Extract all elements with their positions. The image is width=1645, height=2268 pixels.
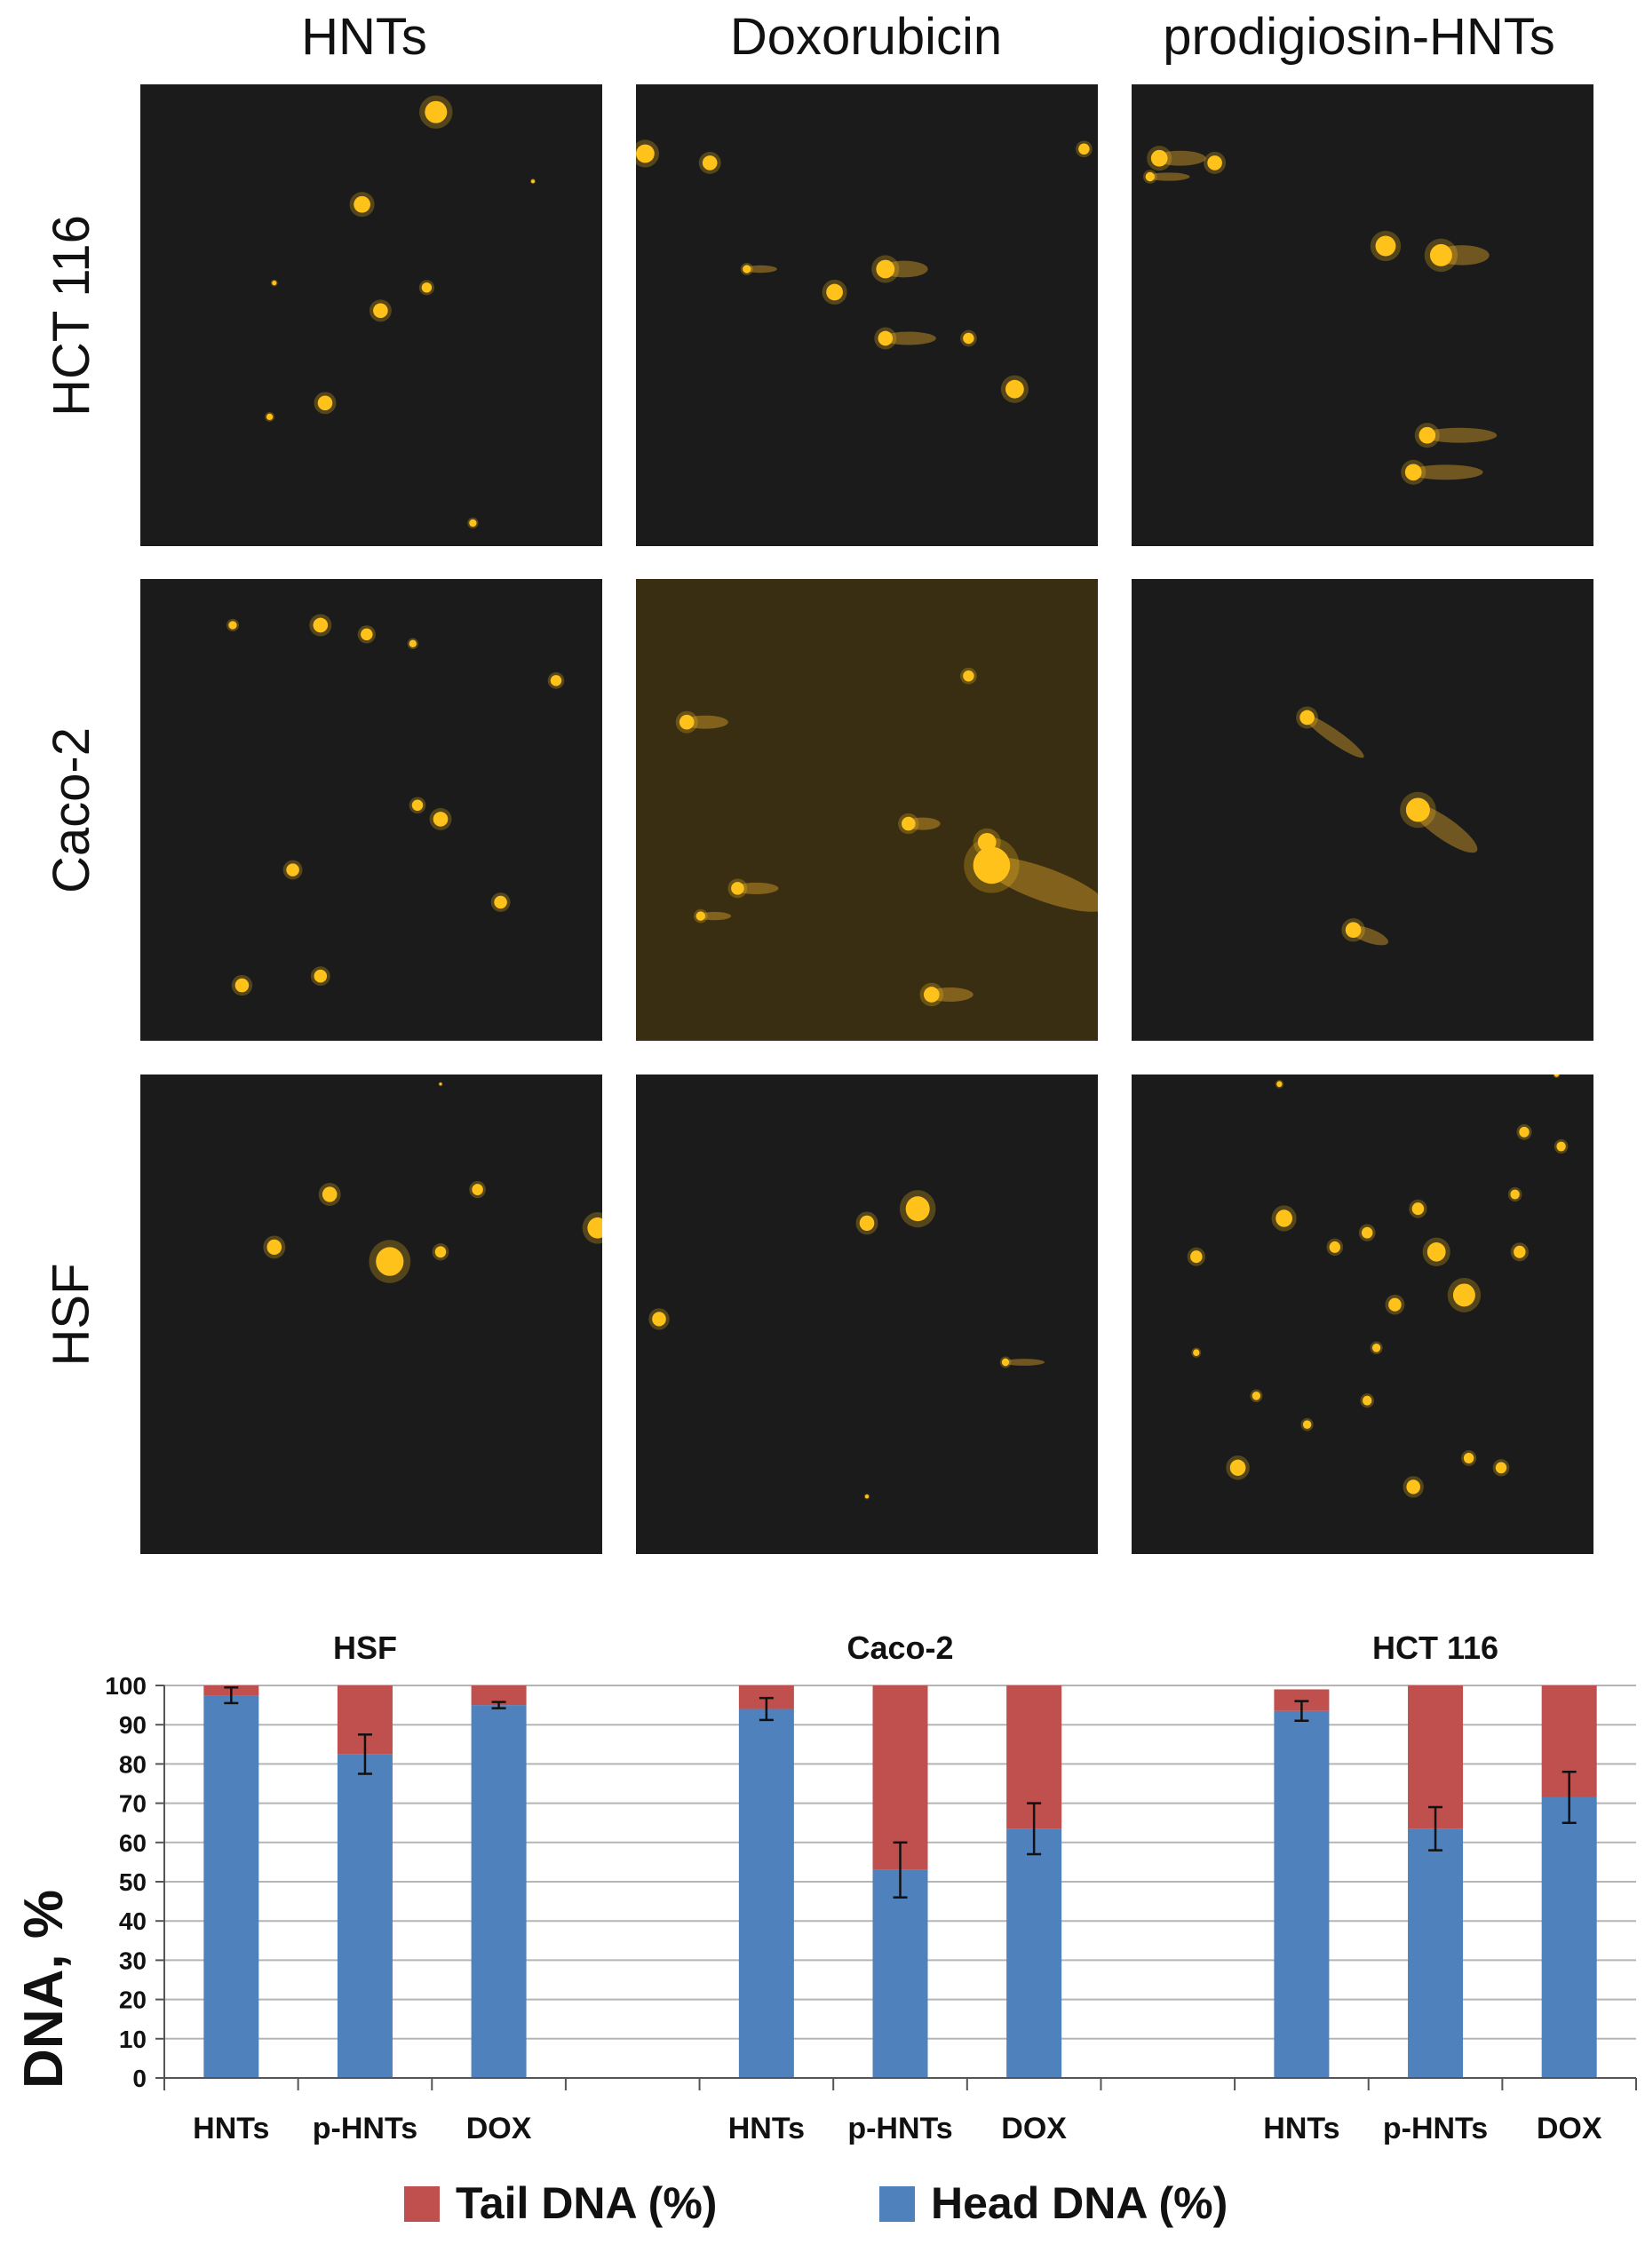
row-label-hct116: HCT 116 xyxy=(18,84,124,546)
micrograph-picture xyxy=(140,84,602,546)
bar-head-dna xyxy=(738,1709,794,2078)
micrograph-caco2-doxorubicin xyxy=(636,579,1098,1041)
x-category-label: DOX xyxy=(466,2112,532,2145)
bar-head-dna xyxy=(1408,1828,1464,2078)
bar-head-dna xyxy=(1006,1828,1062,2078)
micrograph-caco2-hnts xyxy=(140,579,602,1041)
bar-head-dna xyxy=(1274,1710,1330,2078)
micrograph-picture xyxy=(636,579,1098,1041)
y-tick-label: 20 xyxy=(119,1986,147,2014)
column-header-hnts: HNTs xyxy=(301,8,427,66)
chart-axes xyxy=(155,1685,1637,2090)
y-tick-label: 40 xyxy=(119,1907,147,1935)
micrograph-hsf-hnts xyxy=(140,1075,602,1554)
y-tick-label: 50 xyxy=(119,1868,147,1896)
column-header-doxorubicin: Doxorubicin xyxy=(729,8,1003,66)
y-tick-label: 100 xyxy=(105,1672,147,1700)
row-label-hsf-text: HSF xyxy=(42,1263,100,1366)
group-title: HCT 116 xyxy=(1372,1630,1498,1666)
bar-head-dna xyxy=(337,1754,393,2078)
x-category-label: HNTs xyxy=(193,2112,269,2145)
micrograph-hct116-prodigiosin-hnts xyxy=(1132,84,1593,546)
micrograph-picture xyxy=(1132,84,1593,546)
group-title: HSF xyxy=(333,1630,397,1666)
chart-labels: 0 10 20 30 40 50 60 70 80 90 100 HSF HNTs p-HNTs DOX Ca… xyxy=(105,1630,1602,2145)
y-tick-label: 80 xyxy=(119,1750,147,1778)
micrograph-picture xyxy=(1132,1075,1593,1554)
dna-stacked-bar-chart: 0 10 20 30 40 50 60 70 80 90 100 HSF HNTs p-HNTs DOX Ca… xyxy=(13,1630,1637,2228)
micrograph-caco2-prodigiosin-hnts xyxy=(1132,579,1593,1041)
chart-legend: Tail DNA (%) Head DNA (%) xyxy=(404,2178,1228,2228)
legend-swatch xyxy=(879,2186,915,2222)
bar-head-dna xyxy=(471,1705,527,2078)
row-label-caco2-text: Caco-2 xyxy=(42,726,100,893)
bar-head-dna xyxy=(203,1695,259,2078)
micrograph-picture xyxy=(1132,579,1593,1041)
row-label-hct116-text: HCT 116 xyxy=(42,214,100,416)
bar-tail-dna xyxy=(872,1685,928,1870)
x-category-label: HNTs xyxy=(728,2112,805,2145)
y-tick-label: 10 xyxy=(119,2026,147,2053)
micrograph-hsf-prodigiosin-hnts xyxy=(1132,1075,1593,1554)
bar-tail-dna xyxy=(471,1685,527,1706)
micrograph-hsf-doxorubicin xyxy=(636,1075,1098,1554)
micrograph-hct116-hnts xyxy=(140,84,602,546)
micrograph-hct116-doxorubicin xyxy=(636,84,1098,546)
micrograph-picture xyxy=(636,84,1098,546)
legend-label: Tail DNA (%) xyxy=(456,2178,717,2228)
x-category-label: DOX xyxy=(1001,2112,1067,2145)
y-axis-label: DNA, % xyxy=(13,1890,75,2089)
legend-swatch xyxy=(404,2186,440,2222)
column-header-prodigiosin-hnts: prodigiosin-HNTs xyxy=(1163,8,1555,66)
x-category-label: p-HNTs xyxy=(1383,2112,1488,2145)
row-label-hsf: HSF xyxy=(18,1075,124,1554)
micrograph-picture xyxy=(140,579,602,1041)
bar-head-dna xyxy=(872,1869,928,2078)
x-category-label: DOX xyxy=(1537,2112,1602,2145)
y-tick-label: 60 xyxy=(119,1829,147,1857)
bar-head-dna xyxy=(1541,1796,1597,2078)
y-tick-label: 70 xyxy=(119,1790,147,1818)
y-tick-label: 0 xyxy=(132,2065,147,2092)
x-category-label: HNTs xyxy=(1263,2112,1339,2145)
bar-tail-dna xyxy=(1408,1685,1464,1829)
legend-label: Head DNA (%) xyxy=(931,2178,1228,2228)
micrograph-picture xyxy=(140,1075,602,1554)
x-category-label: p-HNTs xyxy=(847,2112,952,2145)
y-tick-label: 90 xyxy=(119,1711,147,1739)
group-title: Caco-2 xyxy=(846,1630,953,1666)
row-label-caco2: Caco-2 xyxy=(18,579,124,1041)
chart-bars xyxy=(203,1685,1597,2078)
x-category-label: p-HNTs xyxy=(313,2112,417,2145)
micrograph-picture xyxy=(636,1075,1098,1554)
y-tick-label: 30 xyxy=(119,1947,147,1974)
